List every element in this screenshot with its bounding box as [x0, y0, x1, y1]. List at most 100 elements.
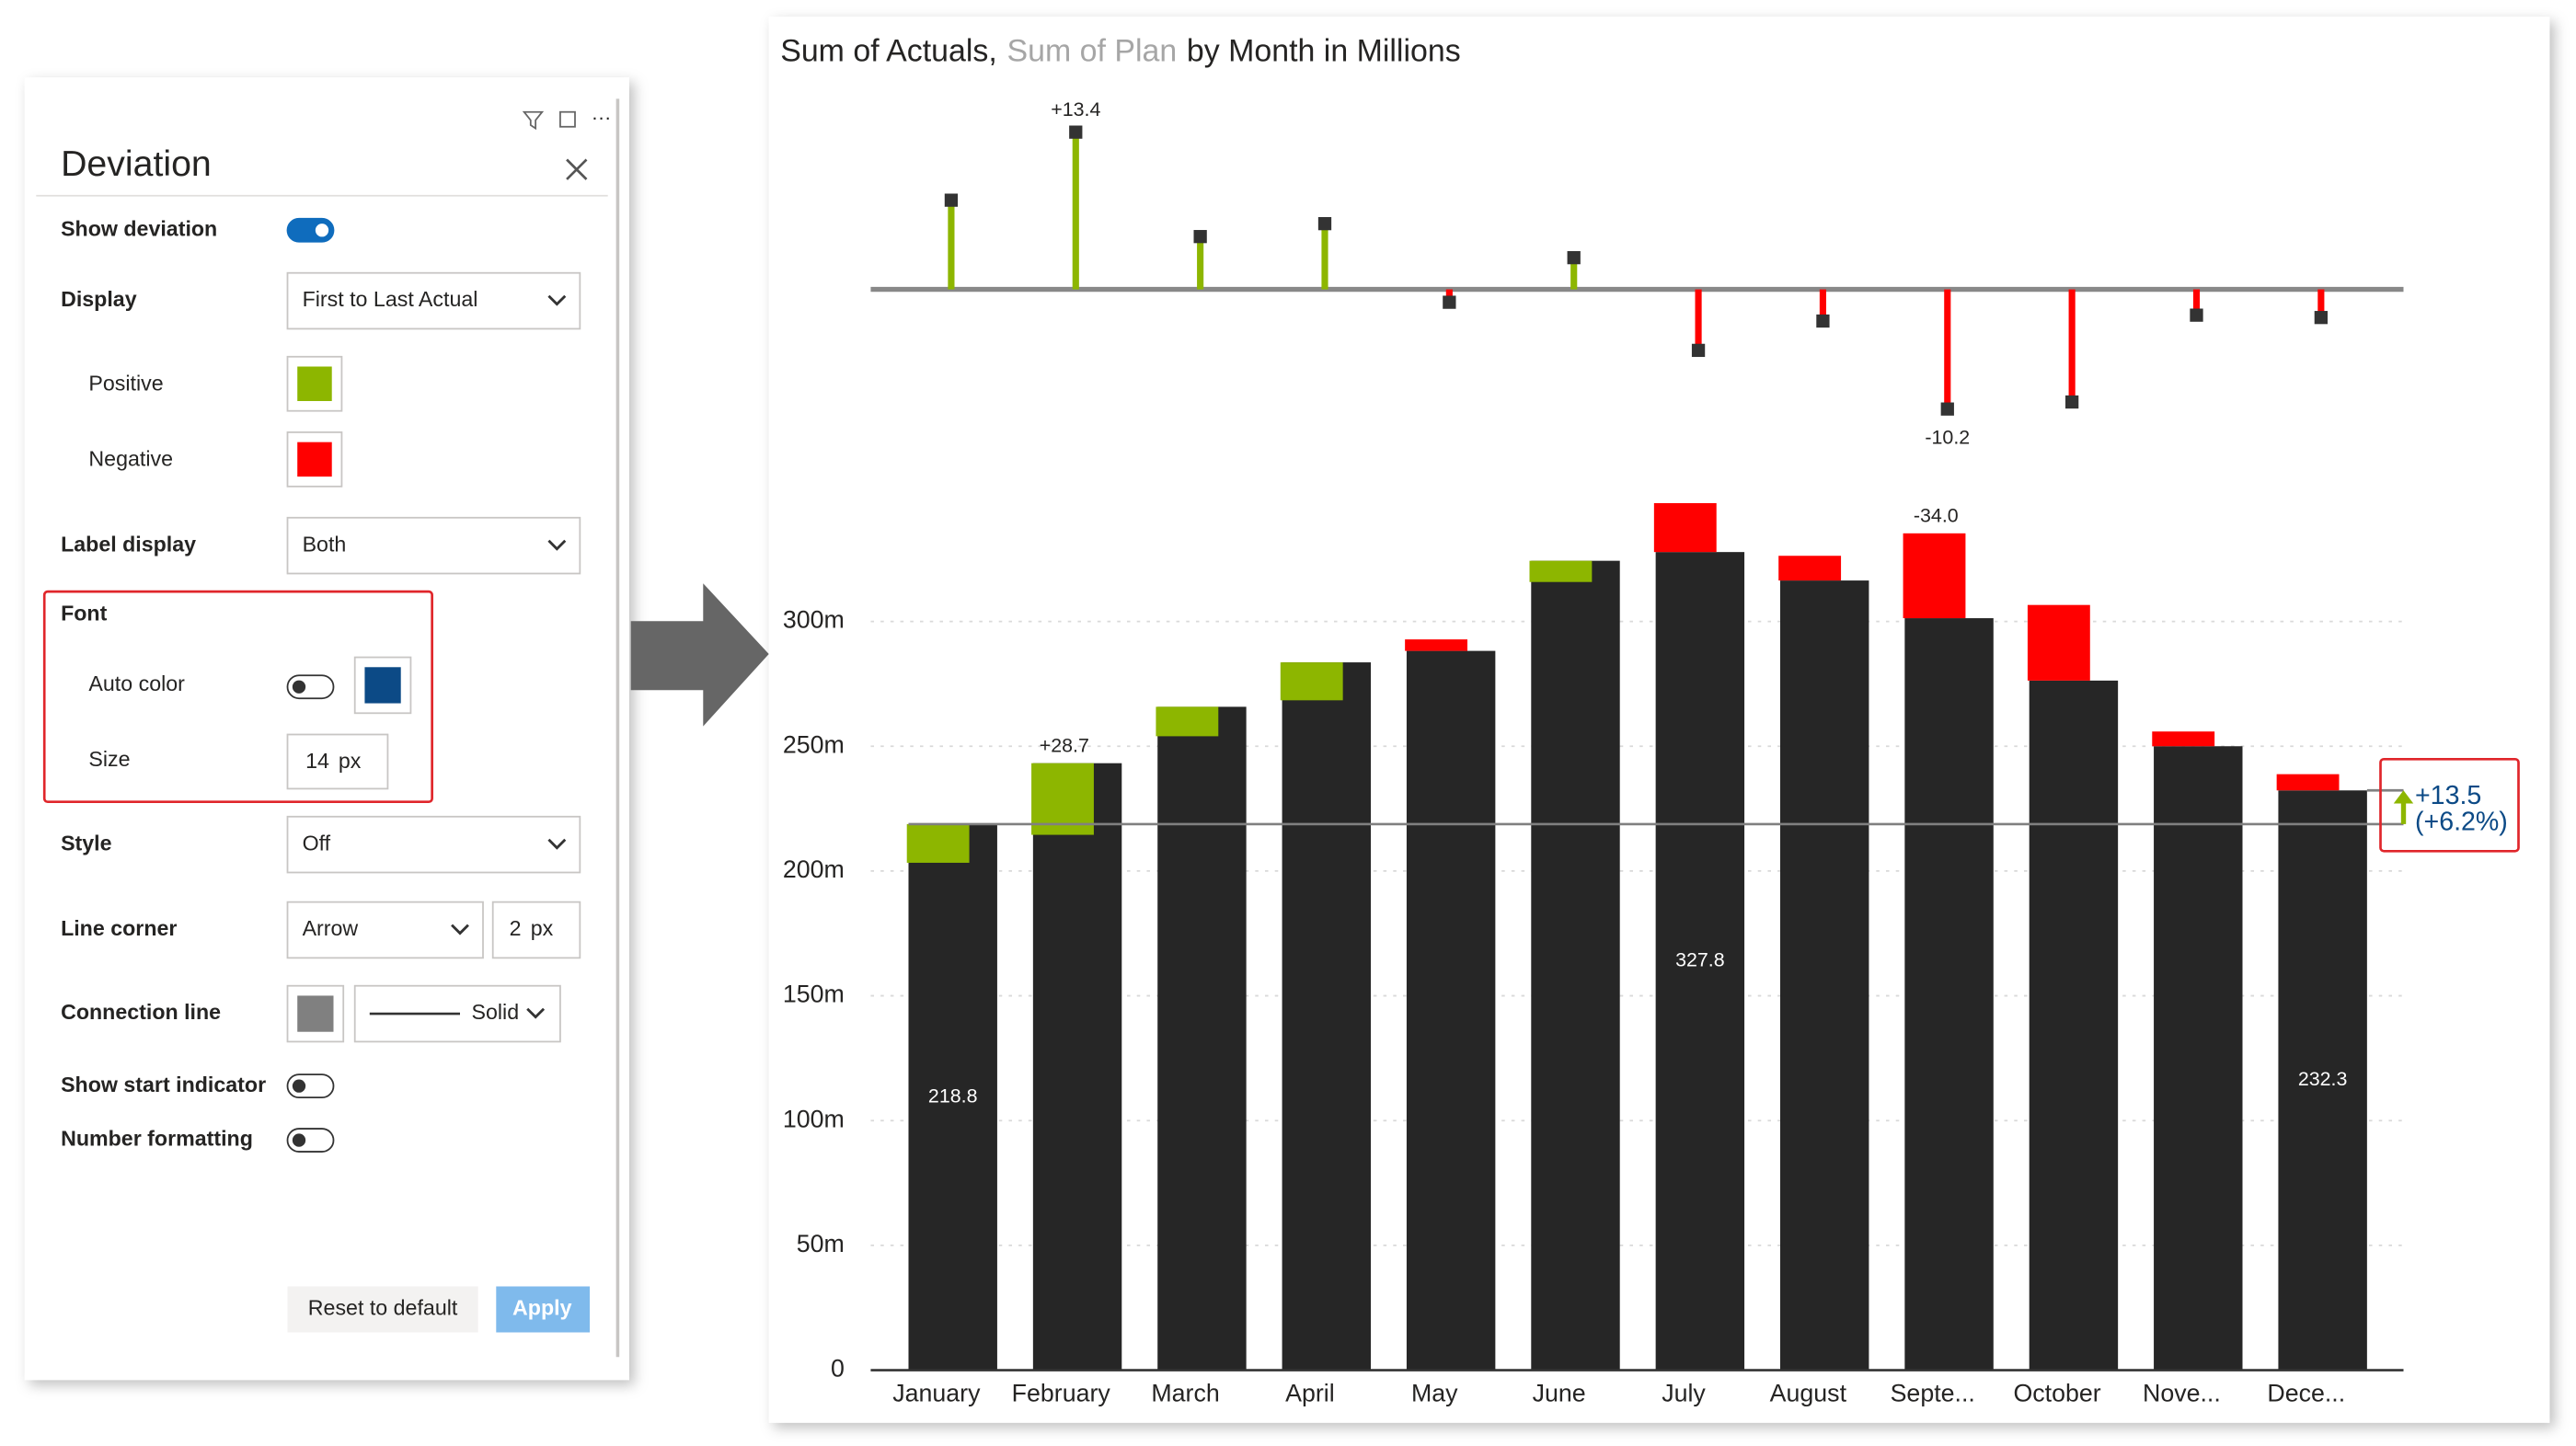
- variance-bar: [2276, 774, 2340, 791]
- total-label: +13.5: [2415, 781, 2481, 810]
- actual-bar: [1032, 763, 1122, 1371]
- variance-bar: [1529, 560, 1593, 582]
- color-swatch: [364, 667, 401, 704]
- x-tick-label: Dece...: [2267, 1379, 2345, 1406]
- row-label: Size: [88, 747, 130, 771]
- number-input[interactable]: [491, 901, 581, 959]
- deviation-label: -10.2: [1925, 426, 1970, 448]
- x-tick-label: April: [1285, 1379, 1335, 1406]
- x-tick-label: February: [1012, 1379, 1111, 1406]
- focus-icon[interactable]: [559, 110, 576, 128]
- x-tick-label: May: [1411, 1379, 1458, 1406]
- deviation-marker: [1069, 125, 1083, 139]
- toggle-knob: [315, 224, 329, 237]
- actual-bar: [1904, 618, 1994, 1371]
- row-label: Positive: [88, 371, 163, 395]
- deviation-marker: [1443, 295, 1456, 309]
- chevron: [547, 838, 567, 850]
- title-part: Sum of Actuals,: [780, 33, 997, 68]
- swatch-box[interactable]: [286, 355, 343, 412]
- x-tick-label: Septe...: [1891, 1379, 1975, 1406]
- variance-bar: [906, 823, 970, 863]
- row-label: Connection line: [61, 1000, 221, 1024]
- dropdown-value: Arrow: [303, 916, 359, 940]
- x-tick-label: January: [892, 1379, 981, 1406]
- big-arrow: [630, 583, 769, 727]
- dropdown[interactable]: [286, 815, 581, 874]
- toggle[interactable]: [286, 217, 335, 243]
- actual-bar: [1780, 580, 1869, 1371]
- y-tick-label: 50m: [797, 1230, 845, 1257]
- y-tick-label: 150m: [783, 981, 845, 1008]
- toggle[interactable]: [286, 1128, 335, 1153]
- toggle-knob: [292, 680, 306, 694]
- chevron: [547, 539, 567, 551]
- row-label: Number formatting: [61, 1127, 253, 1151]
- toggle-knob: [292, 1079, 306, 1093]
- actual-bar: [2029, 680, 2119, 1371]
- total-arrowhead: [2393, 790, 2414, 804]
- deviation-marker: [944, 193, 959, 207]
- deviation-marker: [1317, 217, 1332, 231]
- dropdown[interactable]: [286, 271, 581, 330]
- variance-bar: [1405, 639, 1467, 651]
- chart-title: Sum of Actuals, Sum of Plan by Month in Mi…: [780, 33, 1460, 68]
- deviation-marker: [1816, 314, 1830, 328]
- input-unit: px: [339, 749, 362, 773]
- dropdown-value: First to Last Actual: [303, 287, 478, 311]
- color-swatch: [297, 442, 332, 477]
- highlight-box: [2379, 757, 2520, 853]
- y-tick-label: 300m: [783, 606, 845, 634]
- chevron: [547, 294, 567, 306]
- toggle-knob: [292, 1133, 306, 1147]
- x-tick-label: June: [1533, 1379, 1586, 1406]
- row-label: Label display: [61, 532, 196, 556]
- apply-button[interactable]: [496, 1286, 591, 1333]
- row-label: Style: [61, 831, 112, 855]
- number-input[interactable]: [286, 733, 389, 790]
- variance-label: -34.0: [1914, 505, 1959, 527]
- deviation-marker: [1691, 343, 1706, 358]
- y-tick-label: 100m: [783, 1105, 845, 1132]
- actual-bar: [1406, 650, 1496, 1371]
- variance-bar: [2152, 731, 2215, 747]
- close-button[interactable]: [566, 158, 588, 180]
- deviation-marker: [1940, 402, 1954, 416]
- deviation-marker: [1567, 250, 1581, 265]
- row-label: Show start indicator: [61, 1073, 266, 1096]
- chart-card: Sum of Actuals, Sum of Plan by Month in Mi…: [768, 17, 2550, 1423]
- dropdown[interactable]: [286, 901, 484, 959]
- toggle[interactable]: [286, 1073, 335, 1099]
- panel-title: Deviation: [61, 143, 212, 184]
- variance-bar: [2027, 604, 2090, 681]
- variance-bar: [1156, 706, 1219, 737]
- variance-bar: [1653, 502, 1717, 553]
- x-tick-label: October: [2013, 1379, 2100, 1406]
- dropdown-value: Solid: [472, 1000, 520, 1024]
- x-tick-label: August: [1770, 1379, 1847, 1406]
- toggle[interactable]: [286, 674, 335, 700]
- more-icon[interactable]: ···: [592, 107, 611, 129]
- chevron: [451, 924, 469, 935]
- data-label: 218.8: [928, 1084, 978, 1107]
- reset-button[interactable]: [287, 1286, 478, 1333]
- dropdown-value: Off: [303, 831, 331, 855]
- input-value: 14: [305, 749, 329, 773]
- x-tick-label: July: [1662, 1379, 1706, 1406]
- x-tick-label: March: [1151, 1379, 1219, 1406]
- input-value: 2: [510, 916, 522, 940]
- data-label: 327.8: [1675, 949, 1725, 971]
- title-part: Sum of Plan: [1007, 33, 1178, 68]
- deviation-label: +13.4: [1051, 98, 1100, 120]
- actual-bar: [1655, 552, 1745, 1371]
- title-part: by Month in Millions: [1187, 33, 1461, 68]
- actual-bar: [1531, 560, 1620, 1371]
- deviation-marker: [1193, 230, 1207, 244]
- color-swatch: [297, 995, 334, 1032]
- row-label: Line corner: [61, 916, 177, 940]
- dropdown[interactable]: [286, 516, 581, 575]
- filter-icon[interactable]: [522, 110, 545, 131]
- x-tick-label: Nove...: [2143, 1379, 2221, 1406]
- row-label: Auto color: [88, 671, 185, 695]
